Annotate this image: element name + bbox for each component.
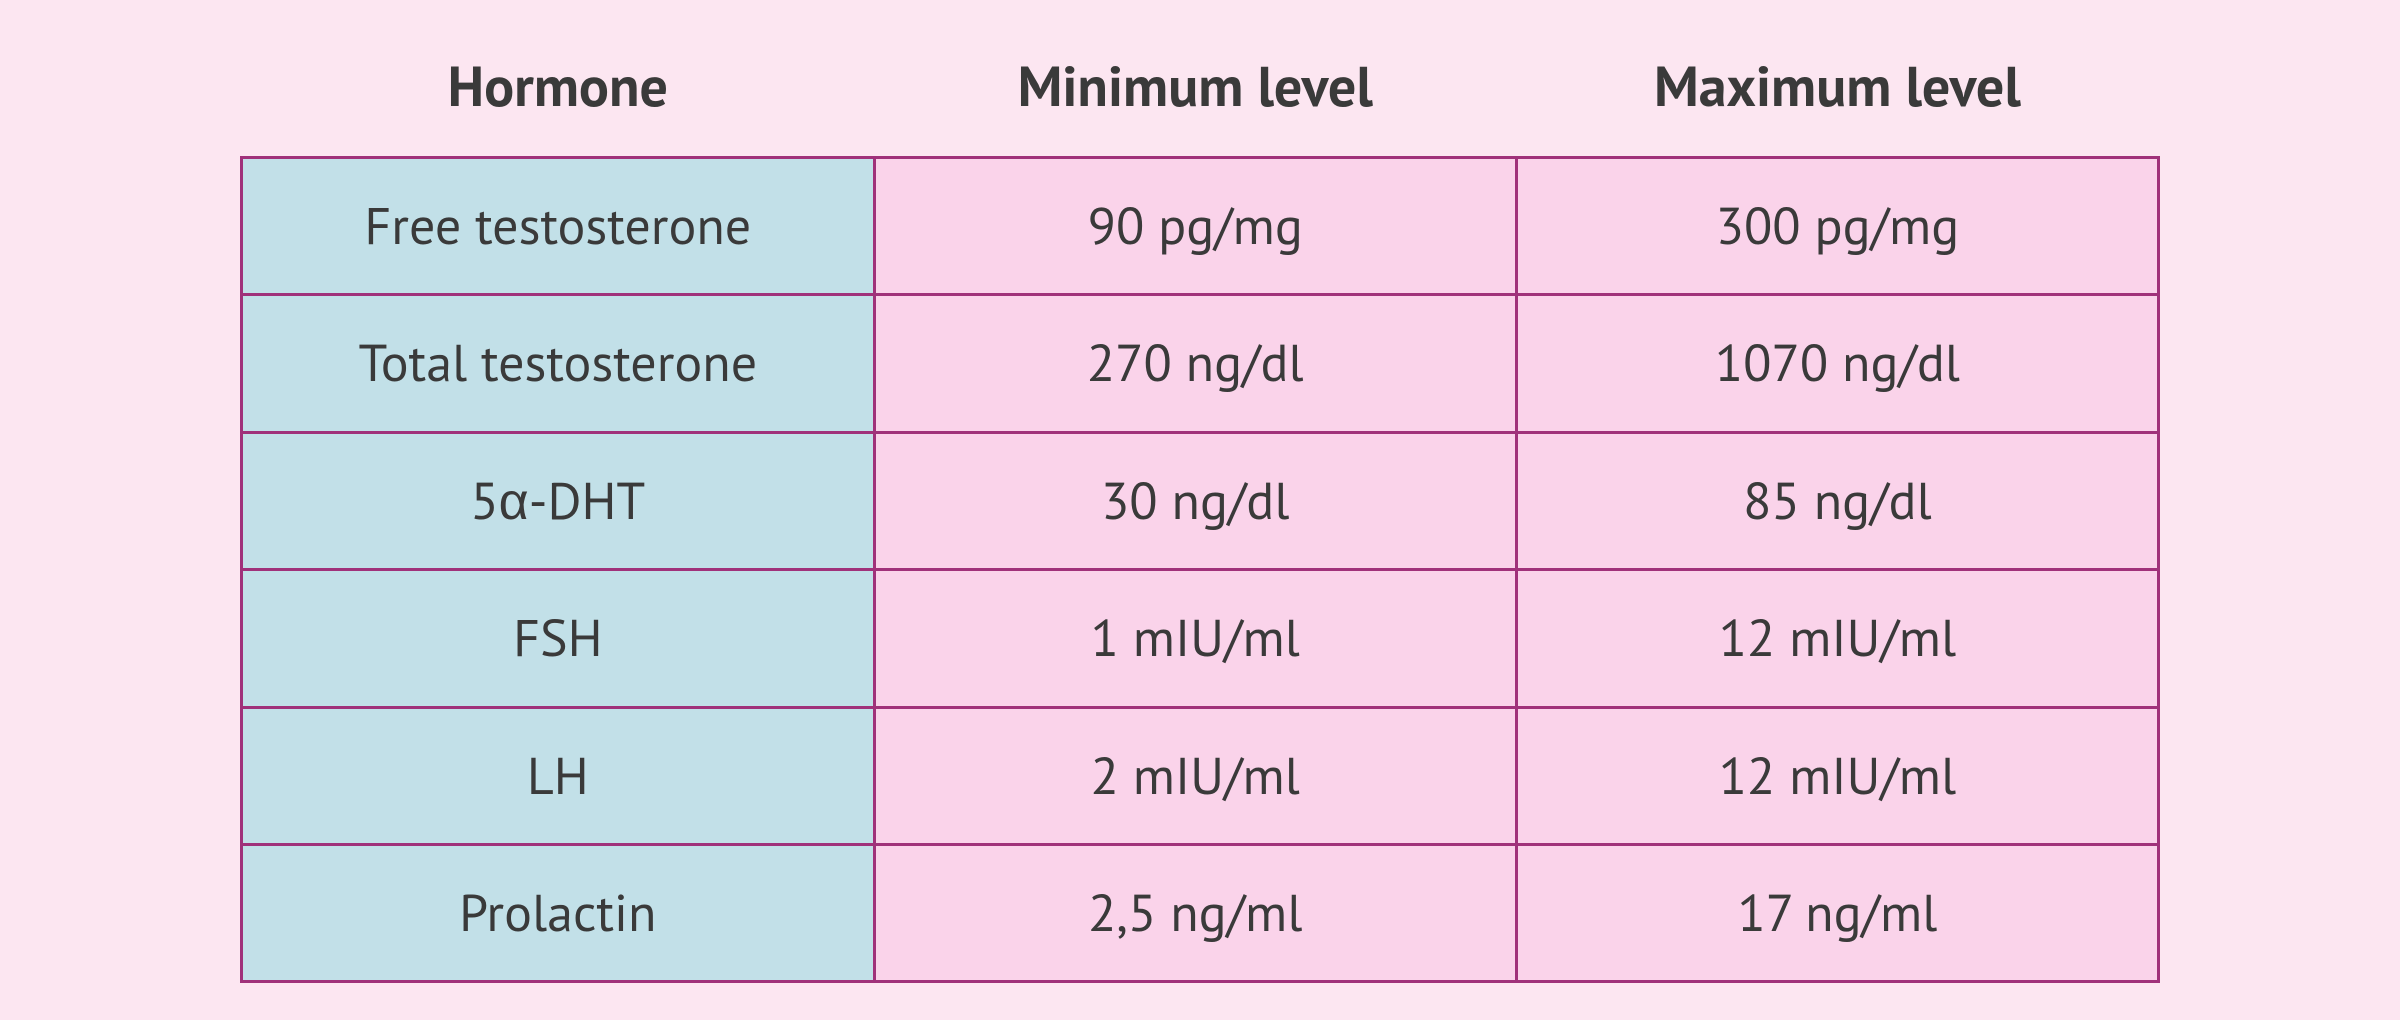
header-minimum: Minimum level bbox=[874, 50, 1516, 158]
hormone-name: Prolactin bbox=[242, 844, 875, 981]
hormone-min: 90 pg/mg bbox=[874, 158, 1516, 295]
header-maximum: Maximum level bbox=[1516, 50, 2158, 158]
header-hormone: Hormone bbox=[242, 50, 875, 158]
table-row: LH 2 mIU/ml 12 mIU/ml bbox=[242, 707, 2159, 844]
hormone-levels-table: Hormone Minimum level Maximum level Free… bbox=[240, 50, 2160, 983]
hormone-max: 85 ng/dl bbox=[1516, 432, 2158, 569]
hormone-name: LH bbox=[242, 707, 875, 844]
hormone-name: 5α-DHT bbox=[242, 432, 875, 569]
table-row: Prolactin 2,5 ng/ml 17 ng/ml bbox=[242, 844, 2159, 981]
hormone-max: 12 mIU/ml bbox=[1516, 707, 2158, 844]
hormone-table-container: Hormone Minimum level Maximum level Free… bbox=[240, 50, 2160, 983]
hormone-max: 1070 ng/dl bbox=[1516, 295, 2158, 432]
hormone-max: 12 mIU/ml bbox=[1516, 570, 2158, 707]
hormone-min: 2 mIU/ml bbox=[874, 707, 1516, 844]
table-header-row: Hormone Minimum level Maximum level bbox=[242, 50, 2159, 158]
table-row: FSH 1 mIU/ml 12 mIU/ml bbox=[242, 570, 2159, 707]
hormone-name: Total testosterone bbox=[242, 295, 875, 432]
hormone-min: 1 mIU/ml bbox=[874, 570, 1516, 707]
hormone-max: 300 pg/mg bbox=[1516, 158, 2158, 295]
hormone-min: 2,5 ng/ml bbox=[874, 844, 1516, 981]
hormone-max: 17 ng/ml bbox=[1516, 844, 2158, 981]
table-row: 5α-DHT 30 ng/dl 85 ng/dl bbox=[242, 432, 2159, 569]
hormone-name: FSH bbox=[242, 570, 875, 707]
hormone-min: 270 ng/dl bbox=[874, 295, 1516, 432]
table-row: Free testosterone 90 pg/mg 300 pg/mg bbox=[242, 158, 2159, 295]
hormone-min: 30 ng/dl bbox=[874, 432, 1516, 569]
table-row: Total testosterone 270 ng/dl 1070 ng/dl bbox=[242, 295, 2159, 432]
hormone-name: Free testosterone bbox=[242, 158, 875, 295]
